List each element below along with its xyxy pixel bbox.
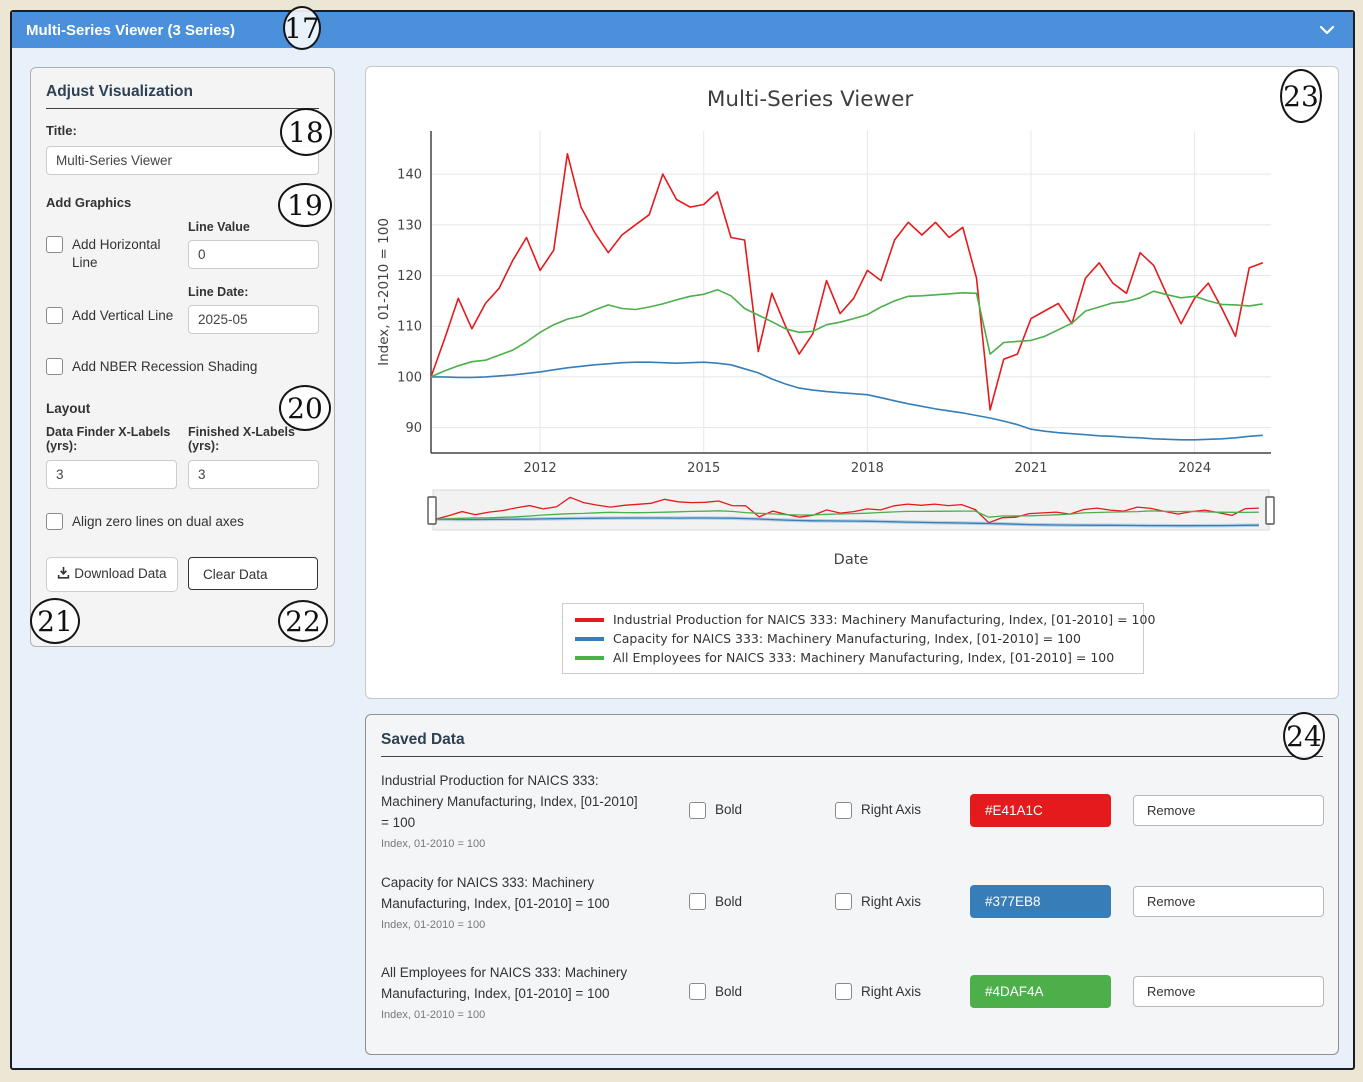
svg-text:Date: Date xyxy=(834,552,869,568)
saved-data-title: Saved Data xyxy=(381,731,465,748)
bold-checkbox[interactable] xyxy=(689,983,706,1001)
bold-label: Bold xyxy=(715,983,743,999)
legend-item[interactable]: Industrial Production for NAICS 333: Mac… xyxy=(575,610,1155,629)
layout-section-label: Layout xyxy=(46,400,91,416)
right-axis-label: Right Axis xyxy=(861,983,922,999)
title-field-label: Title: xyxy=(46,123,77,138)
adjust-visualization-panel: Adjust Visualization Title: Add Graphics… xyxy=(30,67,335,647)
divider xyxy=(46,108,319,109)
annotation-badge-22: 22 xyxy=(278,600,328,642)
nber-recession-shading-checkbox[interactable] xyxy=(46,358,63,376)
bold-label: Bold xyxy=(715,802,743,818)
legend-item[interactable]: All Employees for NAICS 333: Machinery M… xyxy=(575,648,1131,667)
annotation-badge-17: 17 xyxy=(283,6,321,50)
align-zero-lines-label: Align zero lines on dual axes xyxy=(72,513,244,529)
saved-series-row: All Employees for NAICS 333: Machinery M… xyxy=(381,954,1324,1030)
svg-text:130: 130 xyxy=(397,218,422,233)
svg-text:100: 100 xyxy=(397,370,422,385)
download-icon xyxy=(58,566,70,579)
right-axis-checkbox[interactable] xyxy=(835,801,852,819)
add-vertical-line-checkbox[interactable] xyxy=(46,307,63,325)
svg-text:2018: 2018 xyxy=(851,461,884,476)
legend-label: Capacity for NAICS 333: Machinery Manufa… xyxy=(613,631,1081,646)
svg-text:140: 140 xyxy=(397,168,422,183)
right-axis-checkbox[interactable] xyxy=(835,893,852,911)
add-vertical-line-label: Add Vertical Line xyxy=(72,308,174,324)
nber-recession-shading-label: Add NBER Recession Shading xyxy=(72,359,258,375)
series-units: Index, 01-2010 = 100 xyxy=(381,918,486,931)
chart-legend: Industrial Production for NAICS 333: Mac… xyxy=(562,603,1155,674)
svg-text:2015: 2015 xyxy=(687,461,720,476)
align-zero-lines-checkbox[interactable] xyxy=(46,512,63,530)
bold-label: Bold xyxy=(715,893,743,909)
chart-panel: Multi-Series Viewer 90 100 110 120 130 140 201… xyxy=(365,66,1339,699)
saved-series-row: Capacity for NAICS 333: Machinery Manufa… xyxy=(381,864,1324,940)
add-horizontal-line-checkbox[interactable] xyxy=(46,236,63,253)
right-axis-label: Right Axis xyxy=(861,893,922,909)
data-finder-xlabels-label: Data Finder X-Labels (yrs): xyxy=(46,424,171,453)
multi-series-chart[interactable]: 90 100 110 120 130 140 2012 2015 2018 2021 2024 Ind… xyxy=(366,67,1338,587)
line-value-label: Line Value xyxy=(188,220,250,234)
app-container: Multi-Series Viewer (3 Series) Adjust Vi… xyxy=(10,10,1355,1070)
bold-checkbox[interactable] xyxy=(689,893,706,911)
series-name: Capacity for NAICS 333: Machinery Manufa… xyxy=(381,874,610,911)
svg-text:2024: 2024 xyxy=(1178,461,1211,476)
panel-title: Multi-Series Viewer (3 Series) xyxy=(26,21,235,39)
legend-swatch xyxy=(575,655,604,660)
data-finder-xlabels-input[interactable] xyxy=(46,459,177,489)
series-name: Industrial Production for NAICS 333: Mac… xyxy=(381,773,638,830)
clear-data-button[interactable]: Clear Data xyxy=(188,556,318,590)
series-units: Index, 01-2010 = 100 xyxy=(381,837,486,850)
series-color-button[interactable]: #377EB8 xyxy=(970,885,1111,919)
add-horizontal-line-label: Add Horizontal Line xyxy=(72,237,161,271)
svg-text:90: 90 xyxy=(405,421,422,436)
title-input[interactable] xyxy=(46,146,319,175)
add-graphics-label: Add Graphics xyxy=(46,195,132,210)
svg-text:2012: 2012 xyxy=(524,461,557,476)
line-date-input[interactable] xyxy=(188,305,319,335)
bold-checkbox[interactable] xyxy=(689,801,706,819)
chevron-down-icon[interactable] xyxy=(1319,25,1335,35)
svg-text:120: 120 xyxy=(397,269,422,284)
chart-title: Multi-Series Viewer xyxy=(706,87,914,112)
svg-text:110: 110 xyxy=(397,320,422,335)
finished-xlabels-label: Finished X-Labels (yrs): xyxy=(188,424,295,453)
saved-series-row: Industrial Production for NAICS 333: Mac… xyxy=(381,771,1324,850)
divider xyxy=(381,756,1323,757)
annotation-badge-23: 23 xyxy=(1280,69,1322,123)
series-color-button[interactable]: #E41A1C xyxy=(970,793,1111,827)
legend-item[interactable]: Capacity for NAICS 333: Machinery Manufa… xyxy=(575,629,1131,648)
sidebar-title: Adjust Visualization xyxy=(46,83,193,100)
finished-xlabels-input[interactable] xyxy=(188,459,319,489)
svg-text:Index, 01-2010 = 100: Index, 01-2010 = 100 xyxy=(376,218,392,366)
series-name: All Employees for NAICS 333: Machinery M… xyxy=(381,964,628,1001)
download-data-label: Download Data xyxy=(74,565,167,581)
right-axis-checkbox[interactable] xyxy=(835,983,852,1001)
download-data-button[interactable]: Download Data xyxy=(46,556,178,592)
legend-label: Industrial Production for NAICS 333: Mac… xyxy=(613,612,1156,627)
line-value-input[interactable] xyxy=(188,240,319,269)
collapsible-panel-header[interactable]: Multi-Series Viewer (3 Series) xyxy=(12,12,1353,48)
legend-label: All Employees for NAICS 333: Machinery M… xyxy=(613,650,1115,665)
annotation-badge-21: 21 xyxy=(30,598,80,644)
line-date-label: Line Date: xyxy=(188,285,249,300)
remove-series-button[interactable]: Remove xyxy=(1133,976,1324,1008)
legend-swatch xyxy=(575,636,604,641)
annotation-badge-24: 24 xyxy=(1283,712,1325,760)
right-axis-label: Right Axis xyxy=(861,802,922,818)
annotation-badge-18: 18 xyxy=(280,108,332,156)
series-color-button[interactable]: #4DAF4A xyxy=(970,975,1111,1009)
series-units: Index, 01-2010 = 100 xyxy=(381,1008,486,1021)
legend-swatch xyxy=(575,617,604,622)
saved-data-panel: Saved Data Industrial Production for NAI… xyxy=(365,714,1339,1055)
annotation-badge-20: 20 xyxy=(279,385,331,431)
svg-text:2021: 2021 xyxy=(1014,461,1047,476)
remove-series-button[interactable]: Remove xyxy=(1133,886,1324,918)
annotation-badge-19: 19 xyxy=(278,183,332,227)
remove-series-button[interactable]: Remove xyxy=(1133,794,1324,826)
